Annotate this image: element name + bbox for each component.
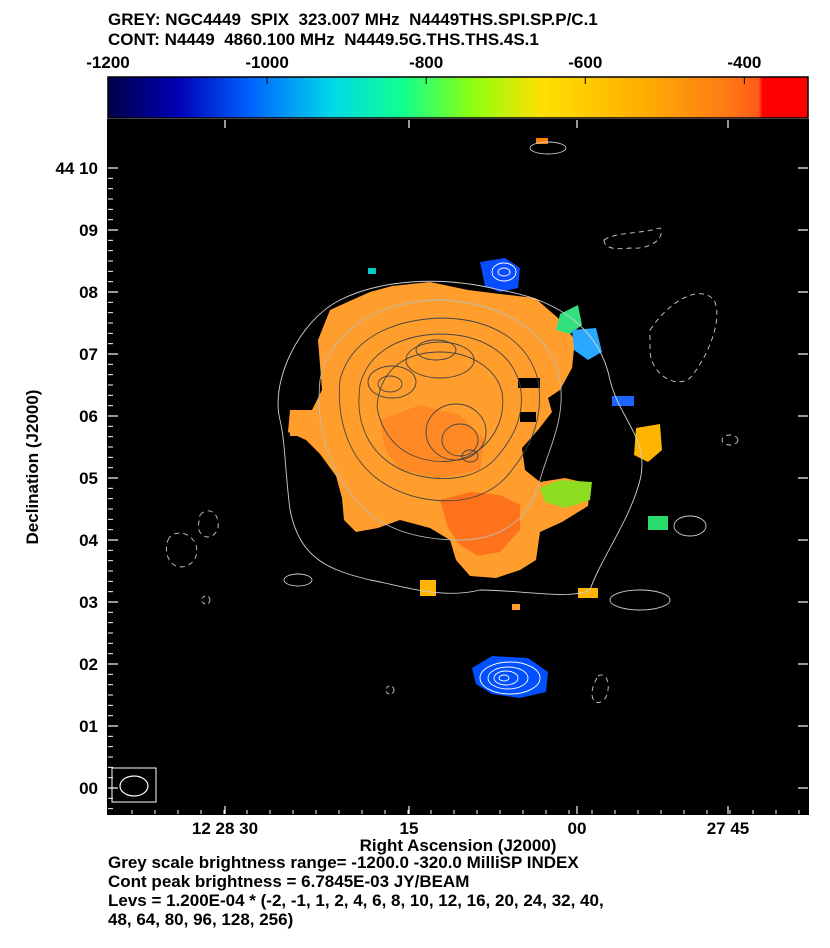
y-axis-label: Declination (J2000) <box>23 390 42 545</box>
small-blob <box>512 604 520 610</box>
x-tick-label: 12 28 30 <box>192 819 258 838</box>
top-tiny-source <box>536 138 548 144</box>
header-line-2: CONT: N4449 4860.100 MHz N4449.5G.THS.TH… <box>108 30 539 49</box>
contour <box>367 365 417 399</box>
lower-right-blob <box>578 588 598 598</box>
right-upper-blob <box>572 328 602 360</box>
gap-hole <box>518 378 540 388</box>
colorbar-tick-label: -1200 <box>86 53 129 72</box>
negative-contour <box>721 434 739 446</box>
plot-frame <box>107 119 809 815</box>
y-tick-label: 00 <box>79 779 98 798</box>
y-tick-label: 04 <box>79 531 98 550</box>
footer-line-4: 48, 64, 80, 96, 128, 256) <box>108 910 294 929</box>
outer-contour <box>277 280 643 595</box>
beam-box <box>111 767 157 803</box>
y-tick-label: 09 <box>79 221 98 240</box>
right-low-blob <box>648 516 668 530</box>
colorbar-tick-label: -400 <box>727 53 761 72</box>
beam-ellipse <box>119 775 149 797</box>
negative-contour <box>201 595 211 605</box>
contour <box>405 341 475 379</box>
right-small-blob <box>612 396 634 406</box>
x-axis-label: Right Ascension (J2000) <box>360 836 557 855</box>
negative-contour <box>649 293 718 383</box>
colorbar <box>107 76 809 119</box>
footer-line-2: Cont peak brightness = 6.7845E-03 JY/BEA… <box>108 872 470 891</box>
right-green-knot <box>540 480 592 508</box>
y-axis: 44 10 09 08 07 06 05 04 03 02 01 00 <box>55 159 808 810</box>
contour <box>283 573 313 587</box>
y-tick-label: 07 <box>79 345 98 364</box>
source-contour <box>498 674 510 682</box>
header-line-1: GREY: NGC4449 SPIX 323.007 MHz N4449THS.… <box>108 10 598 29</box>
left-blob <box>290 410 310 436</box>
top-edge-green <box>556 305 582 334</box>
y-tick-label: 44 10 <box>55 159 98 178</box>
colorbar-tick-label: -600 <box>568 53 602 72</box>
bottom-blue-source <box>472 656 548 698</box>
negative-contour <box>165 532 198 568</box>
footer-line-1: Grey scale brightness range= -1200.0 -32… <box>108 853 579 872</box>
source-contour <box>493 670 519 686</box>
colorbar-tick-label: -800 <box>409 53 443 72</box>
source-contour <box>529 141 567 155</box>
source-contour <box>487 666 529 690</box>
tiny-blob <box>368 268 376 274</box>
colorbar-ticks: -1200 -1000 -800 -600 -400 <box>86 53 761 84</box>
negative-contour <box>197 510 219 538</box>
contour <box>441 423 479 457</box>
colorbar-tick-label: -1000 <box>245 53 288 72</box>
source-contour <box>497 267 511 277</box>
x-tick-label: 15 <box>400 819 419 838</box>
footer-line-3: Levs = 1.200E-04 * (-2, -1, 1, 2, 4, 6, … <box>108 891 604 910</box>
contour <box>376 351 504 463</box>
y-tick-label: 05 <box>79 469 98 488</box>
contour <box>318 299 562 541</box>
lower-left-blob <box>420 580 436 596</box>
y-tick-label: 01 <box>79 717 98 736</box>
x-tick-label: 00 <box>568 819 587 838</box>
x-tick-label: 27 45 <box>707 819 750 838</box>
contour <box>377 375 403 393</box>
contour <box>415 339 457 361</box>
y-tick-label: 03 <box>79 593 98 612</box>
spectral-index-map <box>288 138 668 698</box>
source-contour <box>491 262 517 282</box>
negative-contour <box>385 685 395 695</box>
contour <box>358 333 522 479</box>
y-tick-label: 02 <box>79 655 98 674</box>
y-tick-label: 06 <box>79 407 98 426</box>
contour <box>338 317 541 502</box>
contour <box>461 449 479 463</box>
contour <box>425 403 487 461</box>
gap-hole <box>520 412 536 422</box>
x-axis: 12 28 30 15 00 27 45 <box>131 120 800 838</box>
contour-overlay <box>165 141 739 703</box>
negative-contour <box>603 227 662 250</box>
y-tick-label: 08 <box>79 283 98 302</box>
contour <box>609 589 671 611</box>
contour <box>673 515 707 537</box>
source-contour <box>479 661 541 695</box>
